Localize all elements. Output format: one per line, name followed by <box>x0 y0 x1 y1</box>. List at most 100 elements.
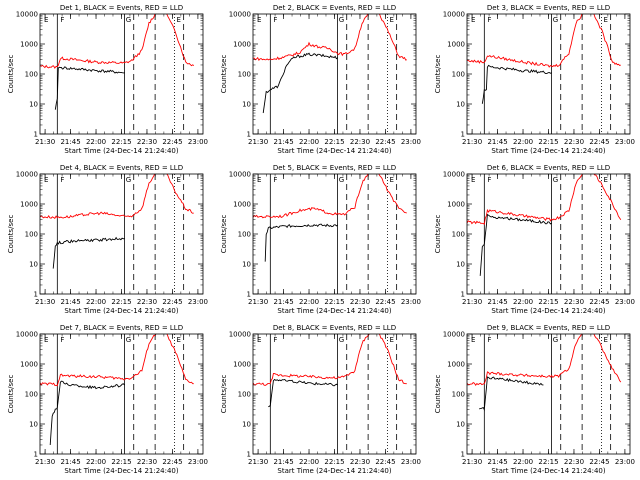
x-tick-label: 22:15 <box>111 458 131 466</box>
panel-data <box>40 334 194 454</box>
x-axis-label: Start Time (24-Dec-14 21:24:40) <box>491 307 605 315</box>
y-axis-label: Counts/sec <box>434 215 442 254</box>
y-tick-label: 10000 <box>229 11 251 19</box>
x-tick-label: 21:30 <box>35 138 55 146</box>
region-label: E <box>176 336 180 344</box>
region-label: F <box>487 336 491 344</box>
series-line-events <box>49 380 125 446</box>
series-line-lld <box>40 174 194 219</box>
y-tick-label: 10 <box>456 421 465 429</box>
y-tick-label: 1 <box>461 131 465 139</box>
series-line-lld <box>40 14 195 69</box>
x-tick-label: 22:30 <box>137 458 157 466</box>
region-label: E <box>176 16 180 24</box>
y-tick-label: 100 <box>452 71 465 79</box>
x-tick-label: 21:45 <box>60 138 80 146</box>
x-axis-label: Start Time (24-Dec-14 21:24:40) <box>64 467 178 475</box>
region-label: F <box>60 16 64 24</box>
x-axis-label: Start Time (24-Dec-14 21:24:40) <box>64 307 178 315</box>
region-label: G <box>126 336 131 344</box>
region-label: E <box>176 176 180 184</box>
series-line-lld <box>40 334 194 387</box>
y-tick-label: 10 <box>242 101 251 109</box>
series-line-events <box>262 52 338 114</box>
y-tick-label: 1 <box>461 451 465 459</box>
region-label: F <box>60 336 64 344</box>
y-tick-label: 1000 <box>233 201 251 209</box>
panel-title: Det 8, BLACK = Events, RED = LLD <box>273 324 396 332</box>
panel-title: Det 9, BLACK = Events, RED = LLD <box>487 324 610 332</box>
x-tick-label: 22:30 <box>564 138 584 146</box>
series-line-lld <box>467 174 622 225</box>
x-tick-label: 21:45 <box>487 298 507 306</box>
x-tick-label: 22:45 <box>375 458 395 466</box>
x-tick-label: 22:00 <box>513 458 533 466</box>
y-tick-label: 10 <box>29 261 38 269</box>
x-tick-label: 22:30 <box>564 458 584 466</box>
y-tick-label: 1000 <box>20 201 38 209</box>
x-tick-label: 22:30 <box>137 298 157 306</box>
y-tick-label: 10 <box>29 421 38 429</box>
panel-title: Det 7, BLACK = Events, RED = LLD <box>60 324 183 332</box>
series-line-events <box>54 66 125 110</box>
region-label: E <box>603 16 607 24</box>
region-label: E <box>44 176 48 184</box>
y-tick-label: 1000 <box>447 41 465 49</box>
y-tick-label: 1000 <box>233 361 251 369</box>
y-tick-label: 10000 <box>16 11 38 19</box>
x-axis-label: Start Time (24-Dec-14 21:24:40) <box>277 147 391 155</box>
x-tick-label: 21:30 <box>248 458 268 466</box>
y-tick-label: 100 <box>452 391 465 399</box>
panel-frame <box>252 333 417 455</box>
panel-data <box>40 14 195 134</box>
y-tick-label: 1000 <box>233 41 251 49</box>
region-label: F <box>487 16 491 24</box>
panel-frame <box>466 333 631 455</box>
region-label: E <box>471 336 475 344</box>
y-axis-label: Counts/sec <box>220 55 228 94</box>
detector-panel-3: Det 3, BLACK = Events, RED = LLD E F G E 1 10 1… <box>434 4 635 155</box>
panel-frame <box>466 13 631 135</box>
detector-panel-5: Det 5, BLACK = Events, RED = LLD E F G E 1 10 1… <box>220 164 421 315</box>
x-tick-label: 22:45 <box>162 138 182 146</box>
detector-panel-2: Det 2, BLACK = Events, RED = LLD E F G E 1 10 1… <box>220 4 421 155</box>
x-tick-label: 22:15 <box>111 138 131 146</box>
y-tick-label: 10000 <box>16 331 38 339</box>
x-tick-label: 23:00 <box>188 298 208 306</box>
x-tick-label: 22:30 <box>564 298 584 306</box>
region-label: F <box>273 16 277 24</box>
y-tick-label: 1 <box>34 451 38 459</box>
y-tick-label: 10 <box>29 101 38 109</box>
x-tick-label: 21:30 <box>462 138 482 146</box>
y-tick-label: 10000 <box>229 331 251 339</box>
y-tick-label: 1000 <box>20 361 38 369</box>
detector-panel-4: Det 4, BLACK = Events, RED = LLD E F G E 1 10 1… <box>7 164 208 315</box>
y-axis-label: Counts/sec <box>7 375 15 414</box>
y-tick-label: 100 <box>25 71 38 79</box>
panel-title: Det 1, BLACK = Events, RED = LLD <box>60 4 183 12</box>
x-tick-label: 22:15 <box>111 298 131 306</box>
panel-data <box>253 334 407 454</box>
y-tick-label: 10000 <box>443 171 465 179</box>
x-tick-label: 21:30 <box>462 298 482 306</box>
x-axis-label: Start Time (24-Dec-14 21:24:40) <box>64 147 178 155</box>
x-tick-label: 23:00 <box>188 138 208 146</box>
x-tick-label: 23:00 <box>615 458 635 466</box>
y-tick-label: 1 <box>34 131 38 139</box>
panel-data <box>253 14 407 134</box>
y-axis-label: Counts/sec <box>7 215 15 254</box>
panel-data <box>253 174 407 294</box>
panel-title: Det 5, BLACK = Events, RED = LLD <box>273 164 396 172</box>
series-line-lld <box>467 334 622 387</box>
x-tick-label: 22:00 <box>299 458 319 466</box>
y-tick-label: 10 <box>456 261 465 269</box>
region-label: F <box>487 176 491 184</box>
series-line-lld <box>253 334 407 386</box>
x-tick-label: 23:00 <box>401 458 421 466</box>
y-tick-label: 1 <box>34 291 38 299</box>
y-axis-label: Counts/sec <box>434 55 442 94</box>
x-tick-label: 22:00 <box>86 458 106 466</box>
y-tick-label: 10000 <box>16 171 38 179</box>
series-line-lld <box>467 14 621 68</box>
x-tick-label: 23:00 <box>401 298 421 306</box>
